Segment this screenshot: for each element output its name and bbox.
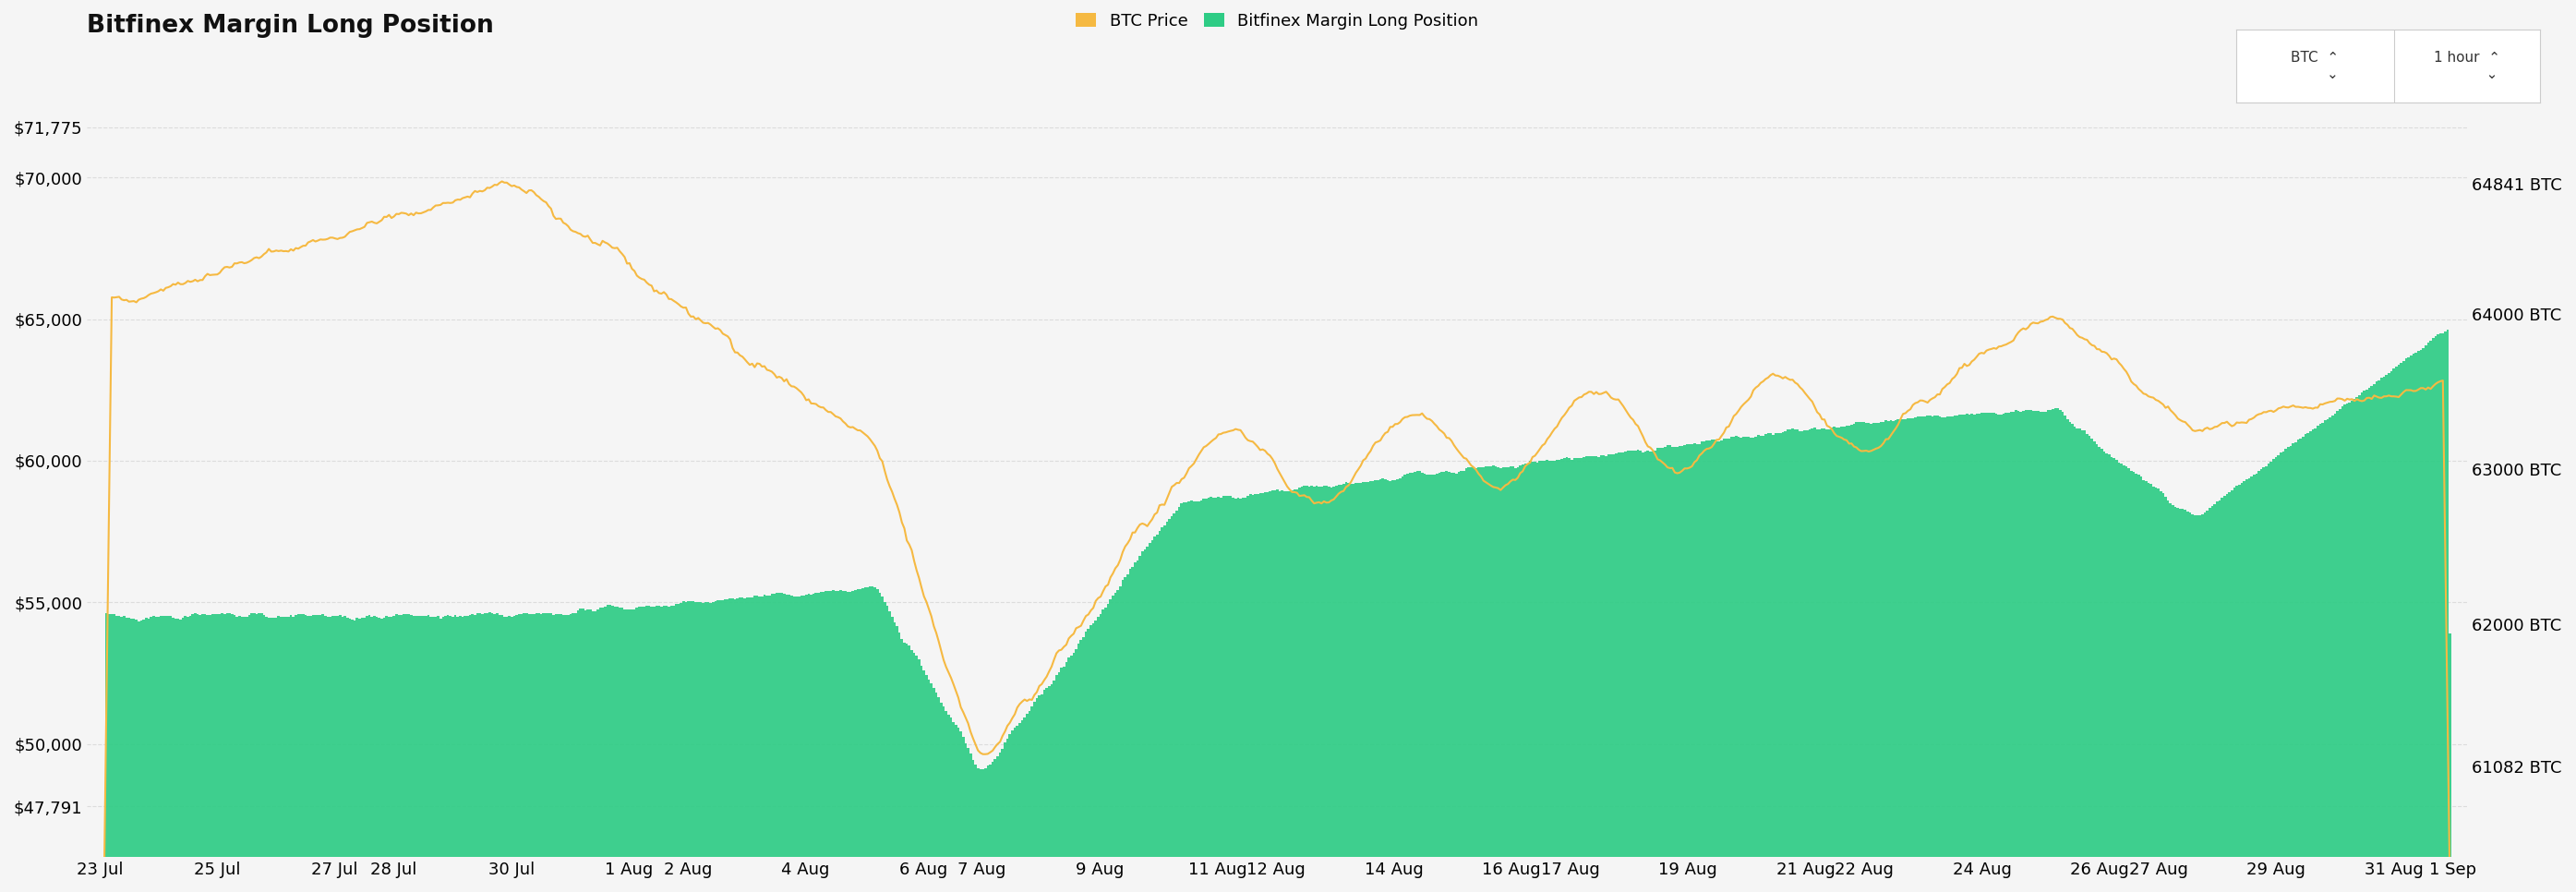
Legend: BTC Price, Bitfinex Margin Long Position: BTC Price, Bitfinex Margin Long Position [1069, 6, 1486, 37]
Text: BTC  ⌃
        ⌄: BTC ⌃ ⌄ [2290, 51, 2339, 81]
Text: 1 hour  ⌃
           ⌄: 1 hour ⌃ ⌄ [2434, 51, 2501, 81]
Text: Bitfinex Margin Long Position: Bitfinex Margin Long Position [88, 14, 495, 37]
